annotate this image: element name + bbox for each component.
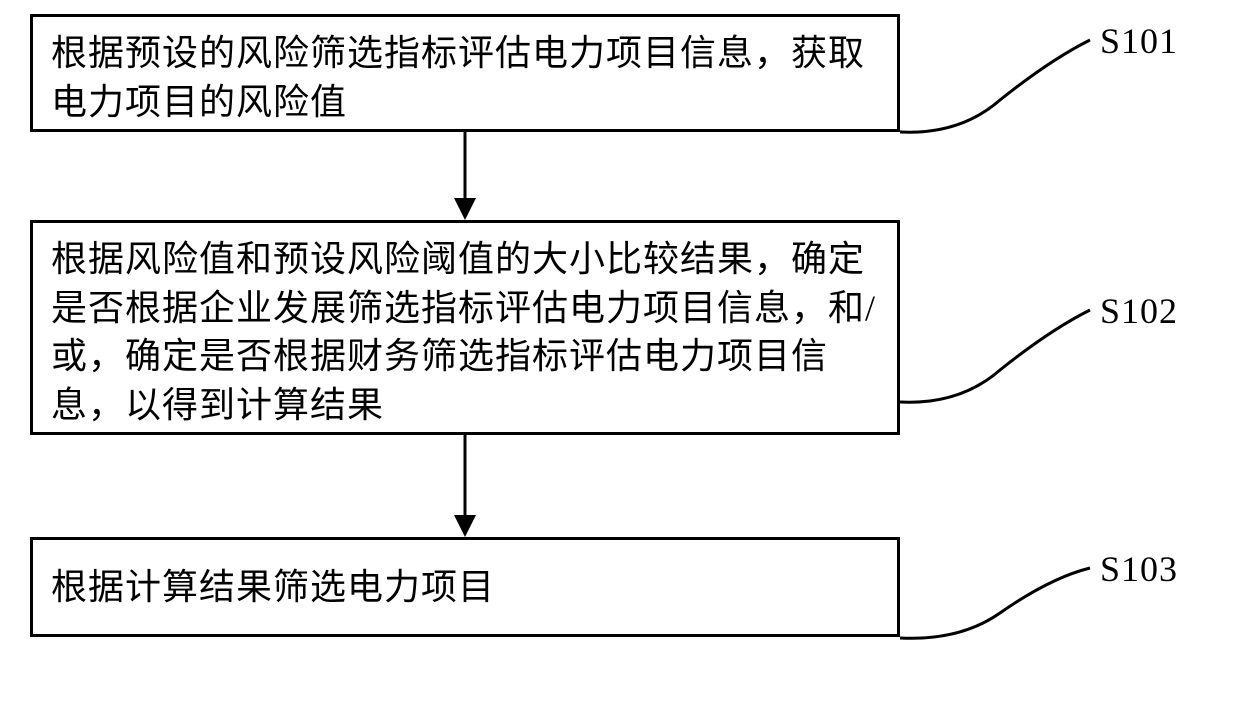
step-label-2: S102 bbox=[1100, 290, 1178, 332]
connector-curve-2 bbox=[900, 290, 1100, 410]
box-1-text: 根据预设的风险筛选指标评估电力项目信息，获取电力项目的风险值 bbox=[51, 29, 879, 126]
step-label-3: S103 bbox=[1100, 548, 1178, 590]
flowchart-box-2: 根据风险值和预设风险阈值的大小比较结果，确定是否根据企业发展筛选指标评估电力项目… bbox=[30, 220, 900, 435]
connector-curve-3 bbox=[900, 548, 1100, 648]
flowchart-box-1: 根据预设的风险筛选指标评估电力项目信息，获取电力项目的风险值 bbox=[30, 14, 900, 132]
box-3-text: 根据计算结果筛选电力项目 bbox=[51, 563, 495, 612]
flowchart-container: 根据预设的风险筛选指标评估电力项目信息，获取电力项目的风险值 S101 根据风险… bbox=[0, 0, 1240, 719]
step-label-1: S101 bbox=[1100, 20, 1178, 62]
box-2-text: 根据风险值和预设风险阈值的大小比较结果，确定是否根据企业发展筛选指标评估电力项目… bbox=[51, 235, 879, 429]
arrow-2 bbox=[450, 435, 480, 539]
arrow-1 bbox=[450, 132, 480, 222]
connector-curve-1 bbox=[900, 20, 1100, 140]
flowchart-box-3: 根据计算结果筛选电力项目 bbox=[30, 537, 900, 637]
